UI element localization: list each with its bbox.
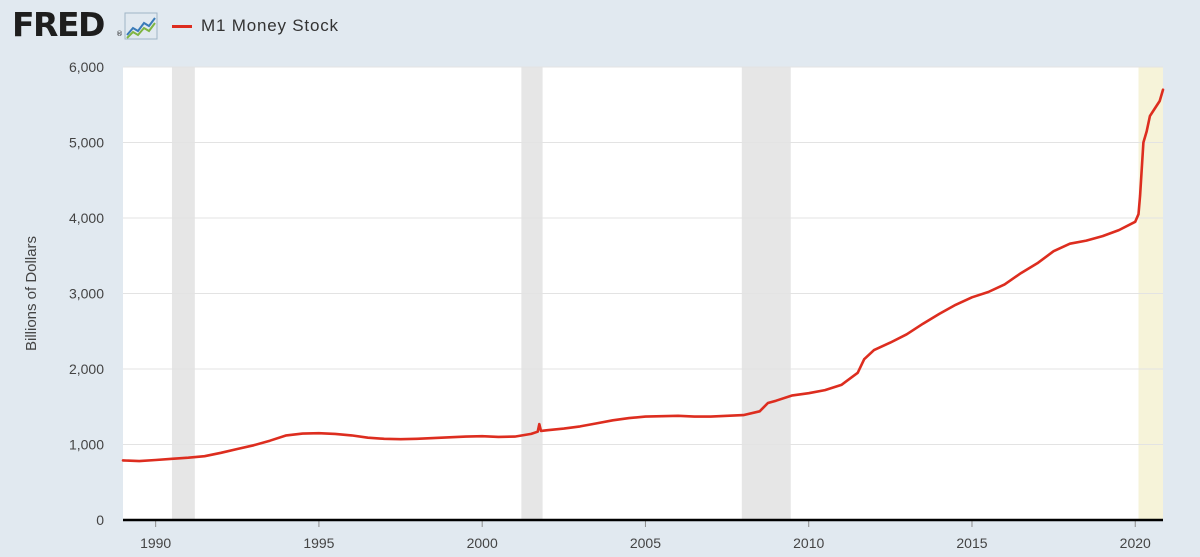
y-tick-label: 1,000 [69, 437, 104, 453]
y-tick-label: 6,000 [69, 59, 104, 75]
series-line-m1[interactable] [121, 88, 1165, 463]
x-tick-label: 1990 [140, 535, 171, 551]
grid-lines [123, 66, 1163, 445]
y-tick-label: 0 [96, 512, 104, 528]
x-tick-label: 1995 [303, 535, 334, 551]
line-chart-icon [124, 12, 158, 40]
legend-swatch [172, 24, 192, 28]
y-tick-label: 4,000 [69, 210, 104, 226]
x-tick-label: 2010 [793, 535, 824, 551]
x-tick-label: 2015 [956, 535, 987, 551]
legend-label: M1 Money Stock [201, 16, 339, 35]
chart-legend[interactable]: M1 Money Stock [172, 16, 339, 36]
x-axis-ticks: 1990 1995 2000 2005 2010 2015 2020 [140, 520, 1151, 551]
chart-header: FRED ® M1 Money Stock [0, 0, 1200, 56]
y-axis-ticks: 0 1,000 2,000 3,000 4,000 5,000 6,000 [69, 59, 104, 528]
y-tick-label: 5,000 [69, 135, 104, 151]
y-tick-label: 3,000 [69, 286, 104, 302]
x-tick-label: 2005 [630, 535, 661, 551]
x-tick-label: 2000 [467, 535, 498, 551]
y-tick-label: 2,000 [69, 361, 104, 377]
fred-logo[interactable]: FRED [12, 5, 105, 44]
x-tick-label: 2020 [1120, 535, 1151, 551]
y-axis-label: Billions of Dollars [23, 236, 40, 351]
registered-mark: ® [116, 30, 123, 38]
